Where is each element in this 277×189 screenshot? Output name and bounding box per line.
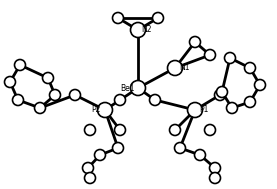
Circle shape <box>227 102 237 114</box>
Circle shape <box>84 173 96 184</box>
Circle shape <box>83 163 94 174</box>
Circle shape <box>112 143 124 153</box>
Circle shape <box>188 102 202 118</box>
Circle shape <box>98 102 112 118</box>
Circle shape <box>130 81 145 95</box>
Circle shape <box>175 143 186 153</box>
Circle shape <box>224 53 235 64</box>
Circle shape <box>12 94 24 105</box>
Circle shape <box>112 12 124 23</box>
Circle shape <box>255 80 265 91</box>
Text: N1: N1 <box>179 64 189 73</box>
Circle shape <box>204 125 216 136</box>
Circle shape <box>14 60 25 70</box>
Circle shape <box>245 97 255 108</box>
Circle shape <box>35 102 45 114</box>
Circle shape <box>217 87 227 98</box>
Text: P2: P2 <box>92 105 101 115</box>
Circle shape <box>168 60 183 75</box>
Text: N2: N2 <box>141 25 152 34</box>
Circle shape <box>209 173 220 184</box>
Circle shape <box>189 36 201 47</box>
Circle shape <box>70 90 81 101</box>
Circle shape <box>245 63 255 74</box>
Circle shape <box>194 149 206 160</box>
Circle shape <box>50 90 60 101</box>
Circle shape <box>130 22 145 37</box>
Circle shape <box>114 125 125 136</box>
Circle shape <box>153 12 163 23</box>
Circle shape <box>4 77 16 88</box>
Circle shape <box>170 125 181 136</box>
Text: P1: P1 <box>199 105 208 115</box>
Circle shape <box>150 94 160 105</box>
Circle shape <box>114 94 125 105</box>
Circle shape <box>214 90 225 101</box>
Circle shape <box>209 163 220 174</box>
Circle shape <box>94 149 106 160</box>
Text: Be1: Be1 <box>120 84 135 93</box>
Circle shape <box>84 125 96 136</box>
Circle shape <box>42 73 53 84</box>
Circle shape <box>204 50 216 60</box>
